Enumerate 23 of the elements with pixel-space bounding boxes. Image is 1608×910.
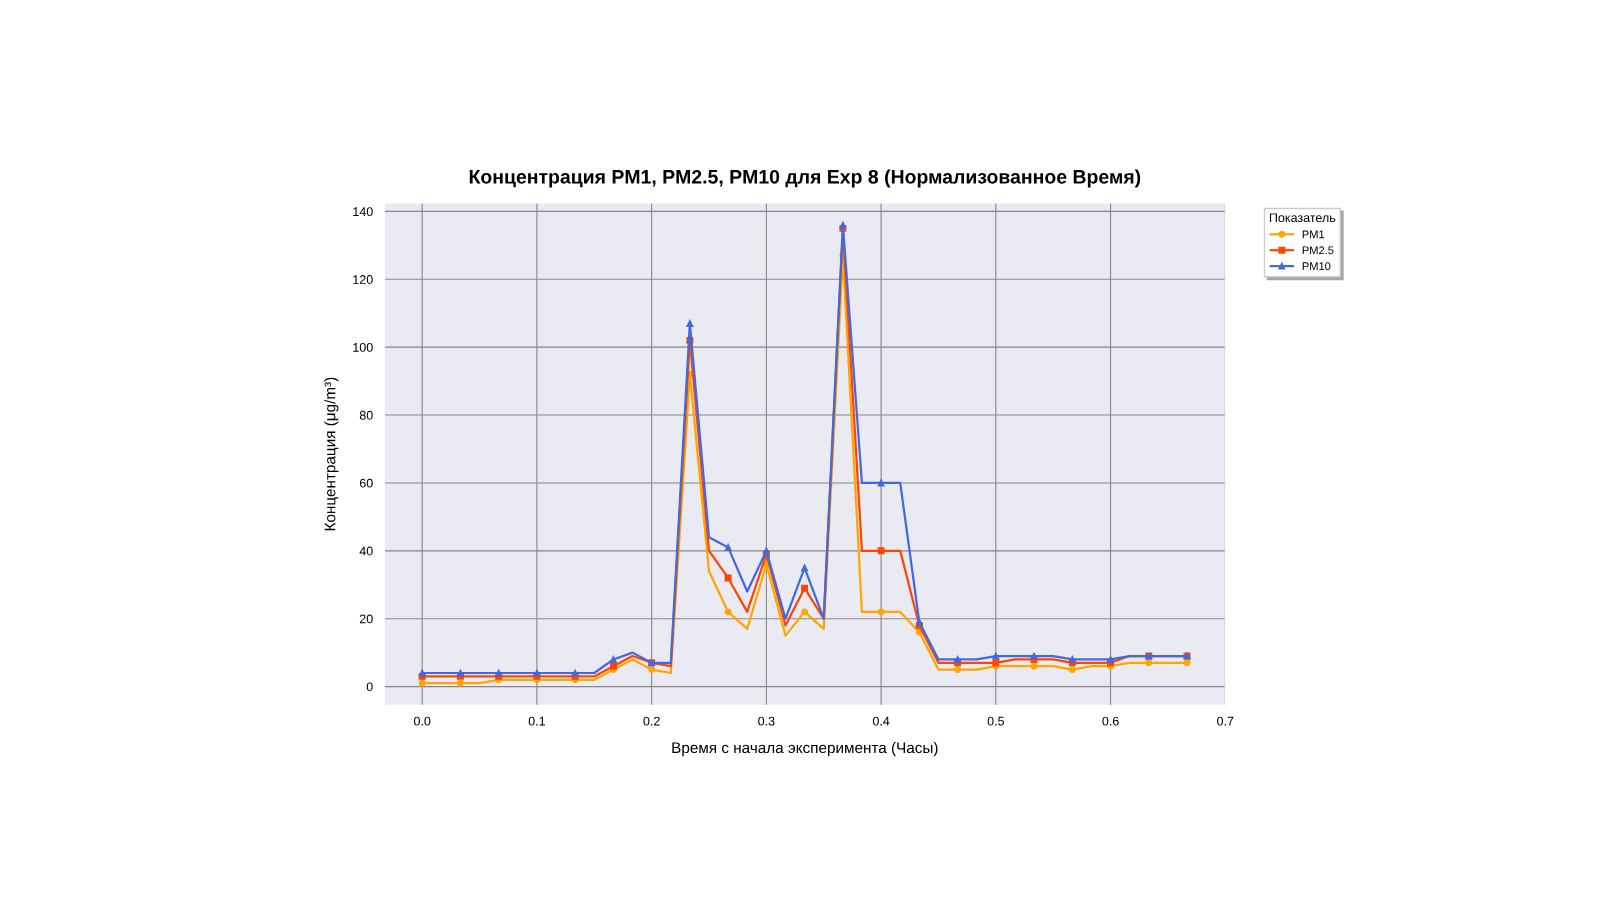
y-tick-label: 20 — [359, 614, 373, 624]
y-axis-title: Концентрация (μg/m³) — [324, 377, 339, 531]
x-tick-label: 0.2 — [643, 716, 660, 726]
y-tick-label: 60 — [359, 478, 373, 488]
legend-label: PM1 — [1302, 230, 1325, 239]
x-tick-label: 0.7 — [1217, 716, 1234, 726]
x-tick-label: 0.0 — [413, 716, 431, 726]
y-tick-label: 140 — [353, 207, 373, 217]
legend-title: Показатель — [1269, 213, 1336, 223]
x-axis-title: Время с начала эксперимента (Часы) — [672, 741, 938, 757]
x-tick-label: 0.4 — [872, 716, 890, 726]
x-tick-label: 0.5 — [987, 716, 1004, 726]
legend-label: PM2.5 — [1302, 246, 1334, 255]
y-tick-label: 0 — [366, 682, 373, 692]
x-tick-label: 0.1 — [528, 716, 545, 726]
y-tick-label: 80 — [359, 410, 373, 420]
x-tick-label: 0.3 — [758, 716, 775, 726]
y-tick-label: 40 — [359, 546, 373, 556]
x-tick-label: 0.6 — [1102, 716, 1119, 726]
y-tick-label: 120 — [353, 275, 373, 284]
legend-label: PM10 — [1302, 262, 1331, 271]
chart-title: Концентрация PM1, PM2.5, PM10 для Exp 8 (Нормализованное Время) — [469, 169, 1141, 188]
y-tick-label: 100 — [353, 342, 373, 352]
